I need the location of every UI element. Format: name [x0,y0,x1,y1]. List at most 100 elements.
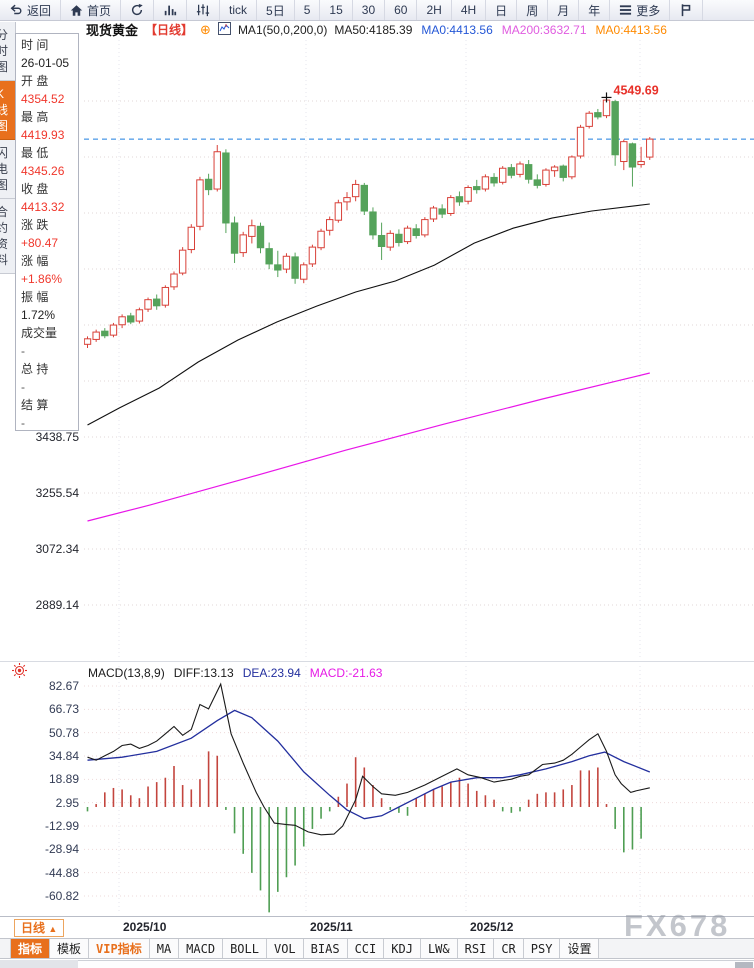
toolbar-5day-button[interactable]: 5日 [257,0,295,20]
side-tab-time-share[interactable]: 分 时 图 [0,22,15,81]
macd-legend-2: MACD:-21.63 [309,666,383,680]
toolbar-label: 更多 [636,3,661,18]
macd-legend-0: DIFF:13.13 [173,666,234,680]
toolbar-label: tick [229,3,248,17]
macd-axis-label: 18.89 [48,772,79,787]
tab-indicator[interactable]: 指标 [10,939,51,958]
ma-settings: MA1(50,0,200,0) [237,22,328,37]
toolbar-label: 月 [557,3,570,18]
ma-legend-2: MA200:3632.71 [501,22,587,37]
macd-axis-label: -28.94 [44,842,79,857]
ma-legend-1: MA0:4413.56 [421,22,493,37]
peak-price-annotation: 4549.69 [614,83,659,97]
macd-axis-label: 50.78 [48,725,79,740]
tab-vip-indicator[interactable]: VIP指标 [89,939,150,958]
date-axis-label: 2025/12 [470,920,514,934]
flag-icon [679,3,693,17]
toolbar-monthly-button[interactable]: 月 [548,0,580,20]
info-label: 涨 幅 [21,254,49,268]
toolbar-2hour-button[interactable]: 2H [417,0,452,20]
info-label: 收 盘 [21,182,49,196]
toolbar-clipped-icon-button[interactable] [670,0,704,20]
horizontal-scrollbar[interactable] [0,960,754,968]
indicator-settings-icon[interactable] [11,662,28,679]
panel-divider [0,661,754,662]
date-axis-label: 2025/11 [310,920,353,934]
tab-kdj[interactable]: KDJ [384,939,421,958]
tab-rsi[interactable]: RSI [457,939,495,958]
side-tab-lightning[interactable]: 闪 电 图 [0,140,15,199]
tab-ma[interactable]: MA [149,939,180,958]
price-axis-label: 2889.14 [35,598,79,612]
info-value: 26-01-05 [21,56,70,70]
tab-cci[interactable]: CCI [347,939,385,958]
toolbar-label: 周 [526,3,539,18]
info-value: - [21,380,25,394]
quote-info-panel: 时 间 26-01-05 开 盘 4354.52 最 高 4419.93 最 低 4345.2… [15,33,79,431]
chart-type-tabs: 分 时 图K 线 图闪 电 图合 约 资 料 [0,22,16,274]
macd-header: MACD(13,8,9) DIFF:13.13 DEA:23.94 MACD:-21… [88,666,391,680]
toolbar-label: 2H [426,3,442,17]
info-label: 开 盘 [21,74,49,88]
toolbar-back-button[interactable]: 返回 [0,0,62,20]
side-tab-kline[interactable]: K 线 图 [0,81,15,140]
tab-cr[interactable]: CR [494,939,524,958]
toolbar-label: 日 [495,3,508,18]
info-value: 4354.52 [21,92,65,106]
tab-lw[interactable]: LW& [420,939,458,958]
info-label: 总 持 [21,362,49,376]
toolbar-home-button[interactable]: 首页 [61,0,122,20]
info-value: - [21,416,25,430]
info-label: 最 低 [21,146,49,160]
macd-axis-label: 82.67 [48,679,79,693]
tab-template[interactable]: 模板 [50,939,90,958]
scrollbar-track[interactable] [78,960,754,968]
toolbar-15min-button[interactable]: 15 [320,0,353,20]
tab-bias[interactable]: BIAS [303,939,348,958]
refresh-icon [130,3,144,17]
add-indicator-icon[interactable]: ⊕ [200,21,211,37]
macd-chart[interactable] [84,664,754,915]
macd-axis-label: -60.82 [44,889,79,903]
tab-boll[interactable]: BOLL [223,939,267,958]
triangle-up-icon: ▲ [48,924,58,934]
macd-axis-label: -44.88 [44,865,79,880]
info-value: - [21,344,25,358]
toolbar-yearly-button[interactable]: 年 [579,0,611,20]
toolbar-weekly-button[interactable]: 周 [517,0,549,20]
tab-vol[interactable]: VOL [266,939,304,958]
toolbar-daily-button[interactable]: 日 [486,0,518,20]
info-label: 结 算 [21,398,49,412]
bar-chart-icon [163,3,177,17]
toolbar-tick-button[interactable]: tick [220,0,258,20]
side-tab-contract-info[interactable]: 合 约 资 料 [0,199,15,274]
tab-macd[interactable]: MACD [179,939,224,958]
candlestick-chart[interactable]: 4549.69 [84,38,754,662]
info-label: 振 幅 [21,290,49,304]
symbol-name: 现货黄金 [86,23,139,38]
macd-legend-1: DEA:23.94 [242,666,301,680]
toolbar-60min-button[interactable]: 60 [385,0,418,20]
info-label: 时 间 [21,38,49,52]
tab-settings[interactable]: 设置 [560,939,600,958]
info-label: 成交量 [21,326,58,340]
macd-axis-label: -12.99 [44,819,79,833]
toolbar-label: 5日 [266,3,285,18]
info-value: +80.47 [21,236,59,250]
toolbar-kline-style-icon-button[interactable] [187,0,221,20]
tab-psy[interactable]: PSY [523,939,561,958]
toolbar-label: 年 [588,3,601,18]
info-value: 4413.32 [21,200,65,214]
toolbar-refresh-icon-button[interactable] [121,0,155,20]
toolbar-4hour-button[interactable]: 4H [452,0,487,20]
period-selector-button[interactable]: 日线 ▲ [14,919,65,937]
price-axis-label: 3255.54 [35,486,79,500]
toolbar-30min-button[interactable]: 30 [353,0,386,20]
toolbar-more-button[interactable]: 更多 [610,0,671,20]
date-axis-label: 2025/10 [123,920,167,934]
toolbar-5min-button[interactable]: 5 [295,0,321,20]
toolbar-bar-chart-icon-button[interactable] [154,0,188,20]
scrollbar-thumb[interactable] [735,962,753,968]
macd-title: MACD(13,8,9) [88,666,165,680]
